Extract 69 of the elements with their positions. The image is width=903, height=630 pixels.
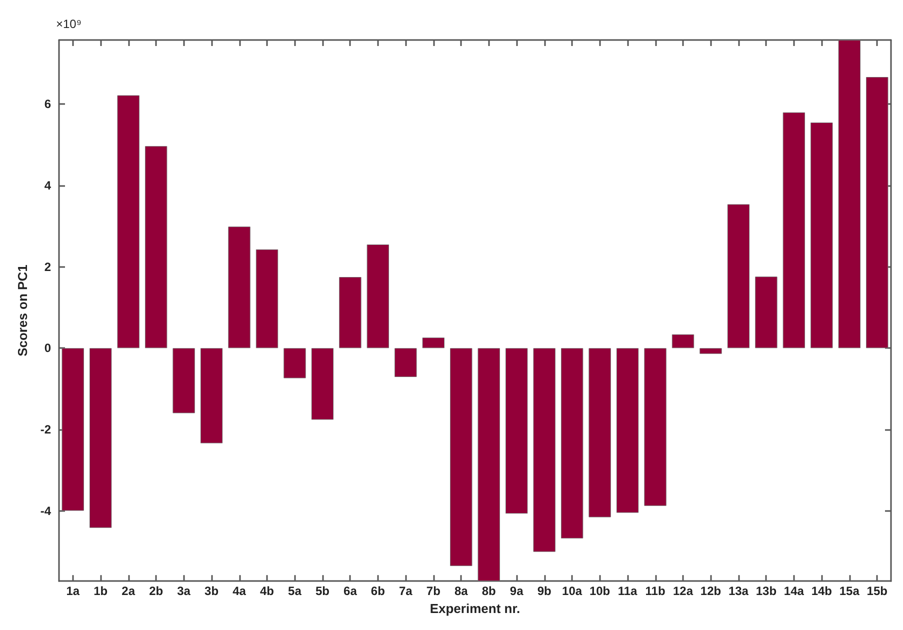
x-tick-label: 8b (482, 584, 496, 598)
x-tick-label: 3a (177, 584, 191, 598)
y-tick-label: -2 (40, 422, 52, 436)
x-tick-label: 12b (700, 584, 722, 598)
y-axis-title: Scores on PC1 (15, 264, 30, 356)
x-tick-label: 2a (122, 584, 136, 598)
bar (366, 244, 390, 348)
bar (838, 40, 860, 348)
bar (533, 348, 556, 552)
x-tick-label: 10a (562, 584, 582, 598)
bar (700, 348, 722, 354)
y-tick-label: -4 (40, 504, 52, 518)
bar (117, 95, 140, 348)
bar (727, 204, 750, 348)
y-tick-label: 6 (44, 97, 52, 112)
x-tick-label: 7a (398, 584, 413, 598)
bar (172, 348, 195, 414)
bar (144, 146, 168, 348)
bar (560, 348, 584, 538)
bar (644, 348, 666, 506)
bar (90, 348, 112, 528)
bar (450, 348, 472, 566)
x-tick-label: 3b (204, 584, 219, 598)
bar (394, 348, 417, 378)
bar (616, 348, 639, 513)
bar (672, 334, 694, 348)
x-tick-label: 8a (454, 584, 468, 598)
x-axis-title: Experiment nr. (430, 601, 520, 616)
x-tick-label: 5a (288, 584, 302, 598)
bar (311, 348, 334, 420)
x-tick-label: 6b (370, 584, 385, 598)
x-tick-label: 1b (94, 584, 108, 598)
x-tick-label: 14a (784, 584, 804, 598)
x-tick-label: 2b (149, 584, 164, 598)
x-tick-label: 15a (839, 584, 860, 598)
bar (810, 122, 833, 348)
bar (200, 348, 223, 444)
y-tick-label: 2 (44, 260, 52, 274)
x-tick-label: 5b (315, 584, 330, 598)
x-tick-label: 4a (232, 584, 246, 598)
x-tick-label: 12a (672, 584, 694, 598)
bar (478, 348, 500, 582)
x-tick-label: 1a (66, 584, 80, 598)
x-tick-label: 11a (618, 584, 638, 598)
bar (62, 348, 84, 511)
bar (588, 348, 611, 518)
bar (339, 277, 362, 348)
x-tick-label: 7b (426, 584, 440, 598)
bar (782, 112, 806, 348)
x-tick-label: 13a (728, 584, 749, 598)
x-tick-label: 9b (537, 584, 552, 598)
y-tick-label: 0 (44, 341, 52, 356)
x-tick-label: 10b (589, 584, 610, 598)
bar (422, 338, 444, 348)
text: ×10⁹ (56, 17, 82, 31)
bar (256, 249, 278, 348)
x-tick-label: 15b (866, 584, 888, 598)
bar (228, 226, 250, 348)
x-tick-label: 13b (756, 584, 777, 598)
bar (506, 348, 528, 514)
x-tick-label: 14b (811, 584, 832, 598)
x-tick-label: 4b (260, 584, 274, 598)
x-tick-label: 11b (645, 584, 666, 598)
bar (755, 276, 778, 348)
y-tick-label: 4 (44, 178, 52, 193)
x-tick-label: 9a (510, 584, 524, 598)
bar (866, 76, 888, 348)
bar (284, 348, 306, 378)
x-tick-label: 6a (344, 584, 358, 598)
